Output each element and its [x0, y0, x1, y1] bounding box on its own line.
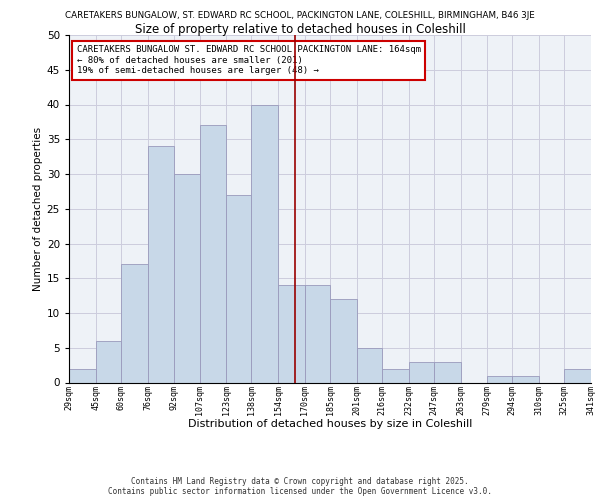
Text: CARETAKERS BUNGALOW ST. EDWARD RC SCHOOL PACKINGTON LANE: 164sqm
← 80% of detach: CARETAKERS BUNGALOW ST. EDWARD RC SCHOOL… — [77, 46, 421, 75]
Bar — [226, 195, 251, 382]
Bar — [199, 126, 226, 382]
Bar — [69, 368, 96, 382]
Bar — [357, 348, 382, 382]
Bar — [564, 368, 591, 382]
Bar — [251, 104, 278, 382]
Bar — [278, 285, 305, 382]
Bar — [96, 341, 121, 382]
Bar — [434, 362, 461, 382]
Text: CARETAKERS BUNGALOW, ST. EDWARD RC SCHOOL, PACKINGTON LANE, COLESHILL, BIRMINGHA: CARETAKERS BUNGALOW, ST. EDWARD RC SCHOO… — [65, 11, 535, 20]
Bar — [409, 362, 434, 382]
Bar — [175, 174, 199, 382]
Bar — [121, 264, 148, 382]
Text: Contains HM Land Registry data © Crown copyright and database right 2025.
Contai: Contains HM Land Registry data © Crown c… — [108, 476, 492, 496]
Bar — [148, 146, 175, 382]
Bar — [305, 285, 330, 382]
Bar — [487, 376, 512, 382]
Bar — [512, 376, 539, 382]
X-axis label: Distribution of detached houses by size in Coleshill: Distribution of detached houses by size … — [188, 420, 472, 430]
Y-axis label: Number of detached properties: Number of detached properties — [32, 126, 43, 291]
Text: Size of property relative to detached houses in Coleshill: Size of property relative to detached ho… — [134, 22, 466, 36]
Bar — [330, 299, 357, 382]
Bar — [382, 368, 409, 382]
